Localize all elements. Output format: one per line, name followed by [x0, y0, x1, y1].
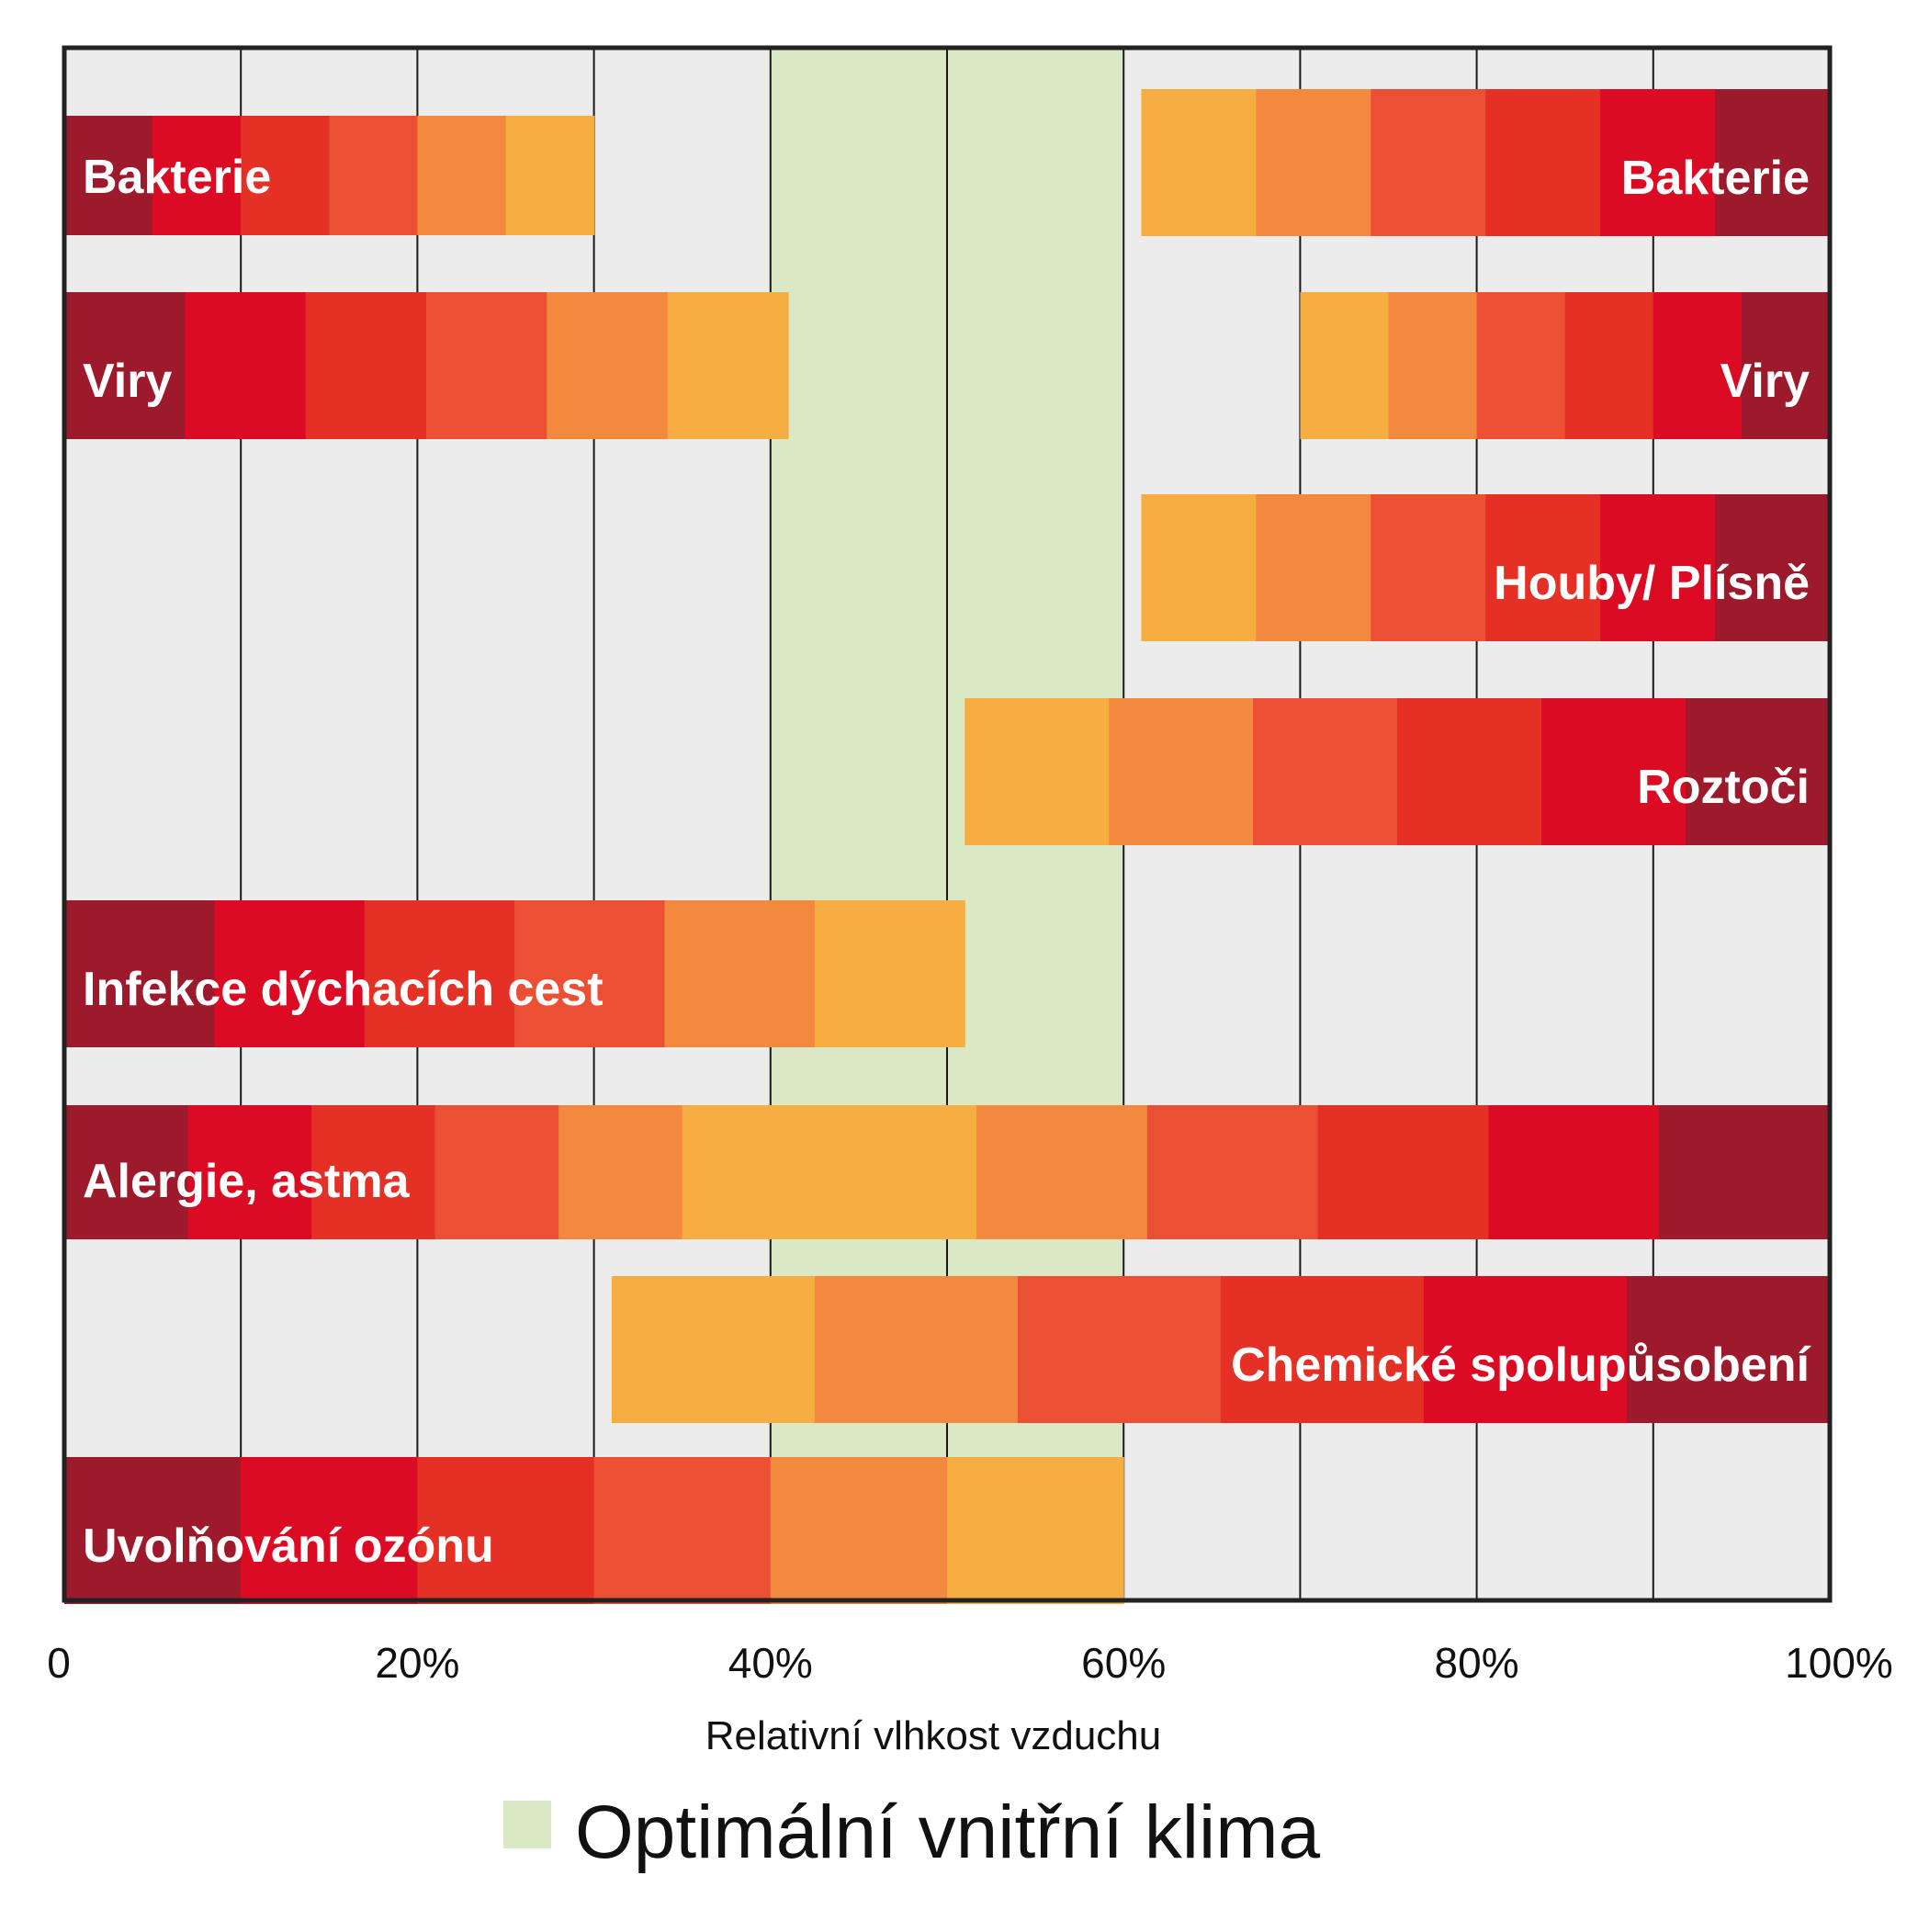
- bar-segment: [1659, 1105, 1831, 1239]
- plot-frame: [62, 45, 1833, 1603]
- bar-segment: [558, 1105, 683, 1239]
- bar-segment: [1388, 292, 1478, 439]
- x-tick-label: 40%: [728, 1639, 813, 1687]
- bar-segment: [1300, 292, 1390, 439]
- x-tick-label: 0: [47, 1639, 71, 1687]
- bar-segment: [426, 292, 547, 439]
- bar-segment: [241, 116, 330, 235]
- bar-row: Roztoči: [964, 698, 1831, 845]
- bar-segment: [1653, 292, 1743, 439]
- bar-segment: [305, 292, 427, 439]
- bar-segment: [329, 116, 418, 235]
- bar-segment: [64, 1457, 242, 1604]
- bar-row: Chemické spolupůsobení: [611, 1276, 1831, 1423]
- bar-segment: [947, 1457, 1124, 1604]
- bar-label: Viry: [1720, 355, 1810, 408]
- bar-segment: [770, 1457, 948, 1604]
- bar-segment: [1715, 89, 1831, 236]
- bar-segment: [1541, 698, 1686, 845]
- bar-row: Infekce dýchacích cest: [64, 900, 965, 1047]
- bar-segment: [187, 1105, 312, 1239]
- bar-segment: [1476, 292, 1566, 439]
- bar-segment: [1564, 292, 1654, 439]
- bar-segment: [593, 1457, 772, 1604]
- bar-segment: [1256, 494, 1371, 641]
- bar-segment: [241, 1457, 418, 1604]
- bar-label: Viry: [83, 355, 172, 408]
- bar-row: Viry Viry: [64, 292, 1831, 439]
- bar-row: Uvolňování ozónu: [64, 1457, 1124, 1604]
- bar-segment: [1397, 698, 1542, 845]
- bar-row: Houby/ Plísně: [1141, 494, 1831, 641]
- bar-segment: [1600, 89, 1716, 236]
- bar-segment: [976, 1105, 1148, 1239]
- bar-segment: [514, 900, 666, 1047]
- bar-segment: [1141, 494, 1257, 641]
- bar-segment: [311, 1105, 436, 1239]
- bar-label: Chemické spolupůsobení: [1231, 1339, 1811, 1392]
- bar-segment: [964, 698, 1110, 845]
- bar-segment: [1371, 89, 1486, 236]
- bar-segment: [611, 1276, 816, 1423]
- bar-segment: [1600, 494, 1716, 641]
- bar-segment: [64, 116, 153, 235]
- legend-swatch-optimal: [503, 1801, 551, 1848]
- bar-segment: [1485, 89, 1601, 236]
- bar-segment: [64, 1105, 189, 1239]
- bar-segment: [434, 1105, 559, 1239]
- bar-label: Infekce dýchacích cest: [83, 963, 604, 1016]
- bar-segment: [1253, 698, 1398, 845]
- bar-segment: [814, 1276, 1019, 1423]
- bar-segment: [1141, 89, 1257, 236]
- bar-row: Alergie, astma: [64, 1105, 1831, 1239]
- bar-segment: [664, 900, 816, 1047]
- bar-segment: [1626, 1276, 1831, 1423]
- bar-segment: [667, 292, 789, 439]
- x-tick-labels: 0 20% 40% 60% 80% 100%: [47, 1639, 1893, 1687]
- bar-segment: [682, 1105, 807, 1239]
- bar-segment: [1317, 1105, 1490, 1239]
- bar-label: Alergie, astma: [83, 1155, 411, 1208]
- bars: Bakterie Bakterie Viry Viry Houby/ Plísně Roz…: [64, 89, 1831, 1604]
- bar-segment: [806, 1105, 977, 1239]
- bar-segment: [1488, 1105, 1660, 1239]
- bar-label: Bakterie: [83, 151, 271, 204]
- bar-segment: [1220, 1276, 1425, 1423]
- bar-segment: [547, 292, 669, 439]
- bar-segment: [364, 900, 515, 1047]
- x-tick-label: 80%: [1435, 1639, 1519, 1687]
- x-tick-label: 100%: [1785, 1639, 1893, 1687]
- bar-segment: [505, 116, 595, 235]
- bar-segment: [1256, 89, 1371, 236]
- bar-segment: [814, 900, 965, 1047]
- bar-segment: [1686, 698, 1831, 845]
- bar-label: Bakterie: [1621, 152, 1810, 205]
- bar-segment: [1715, 494, 1831, 641]
- bar-label: Roztoči: [1637, 761, 1810, 814]
- x-tick-label: 20%: [375, 1639, 459, 1687]
- bar-segment: [1423, 1276, 1628, 1423]
- bar-segment: [1485, 494, 1601, 641]
- bar-segment: [1146, 1105, 1319, 1239]
- bar-segment: [1017, 1276, 1222, 1423]
- x-axis-title: Relativní vlhkost vzduchu: [705, 1713, 1161, 1758]
- bar-label: Uvolňování ozónu: [83, 1520, 494, 1573]
- bar-segment: [417, 1457, 595, 1604]
- bar-segment: [64, 900, 215, 1047]
- bar-segment: [64, 292, 186, 439]
- bar-segment: [214, 900, 366, 1047]
- bar-segment: [417, 116, 507, 235]
- bar-row: Bakterie Bakterie: [64, 89, 1831, 236]
- bar-segment: [1741, 292, 1831, 439]
- x-tick-label: 60%: [1081, 1639, 1166, 1687]
- bar-segment: [1109, 698, 1254, 845]
- bar-segment: [152, 116, 242, 235]
- bar-label: Houby/ Plísně: [1494, 557, 1810, 610]
- bar-segment: [185, 292, 307, 439]
- legend-label-optimal: Optimální vnitřní klima: [575, 1791, 1321, 1874]
- bar-segment: [1371, 494, 1486, 641]
